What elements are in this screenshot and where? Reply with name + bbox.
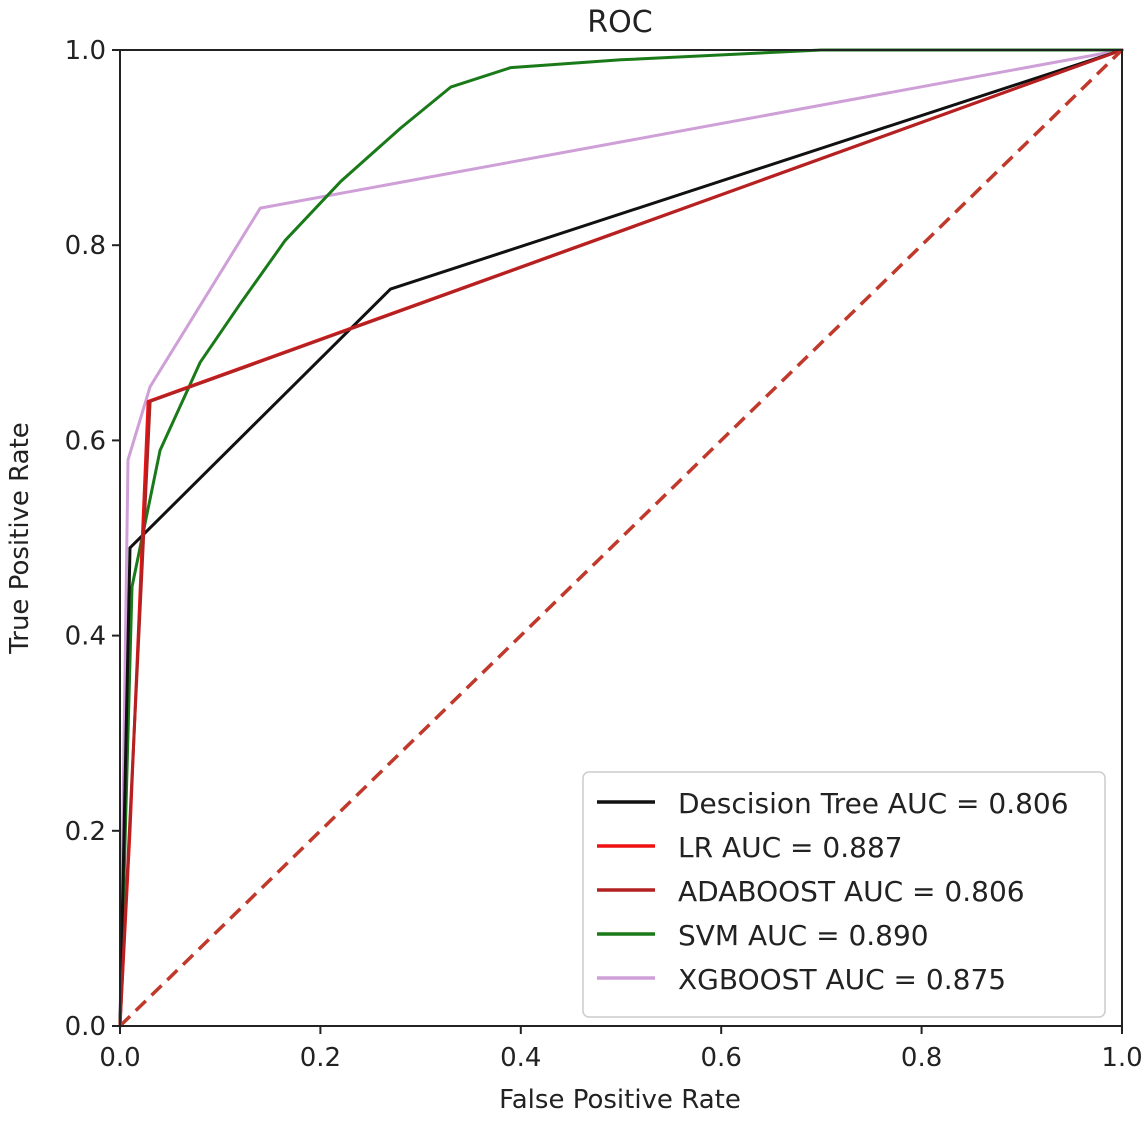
legend-label-decision-tree: Descision Tree AUC = 0.806 xyxy=(678,787,1069,820)
y-tick-label: 0.6 xyxy=(65,426,106,456)
y-axis: 0.0 0.2 0.4 0.6 0.8 1.0 xyxy=(65,36,120,1042)
y-tick-label: 0.8 xyxy=(65,231,106,261)
x-axis-label: False Positive Rate xyxy=(499,1085,741,1115)
plot-area xyxy=(118,48,1124,1028)
chart-title: ROC xyxy=(587,5,652,40)
x-tick-label: 0.8 xyxy=(901,1043,942,1073)
legend-label-lr: LR AUC = 0.887 xyxy=(678,831,903,864)
series-line-svm xyxy=(118,48,1124,1028)
plot-frame xyxy=(119,49,1123,1027)
x-tick-label: 0.2 xyxy=(300,1043,341,1073)
series-line-xgboost xyxy=(118,48,1124,1028)
x-tick-label: 0.0 xyxy=(99,1043,140,1073)
y-tick-label: 1.0 xyxy=(65,36,106,66)
x-tick-label: 0.6 xyxy=(701,1043,742,1073)
series-line-adaboost xyxy=(118,48,1124,1028)
series-line-descision xyxy=(118,48,1124,1028)
y-tick-label: 0.4 xyxy=(65,622,106,652)
x-tick-label: 0.4 xyxy=(500,1043,541,1073)
x-axis: 0.0 0.2 0.4 0.6 0.8 1.0 xyxy=(99,1026,1143,1073)
diagonal-chance-line xyxy=(118,48,1124,1028)
legend-label-svm: SVM AUC = 0.890 xyxy=(678,919,929,952)
y-tick-label: 0.0 xyxy=(65,1012,106,1042)
legend-box xyxy=(582,771,1106,1018)
y-axis-label: True Positive Rate xyxy=(5,422,35,655)
legend: Descision Tree AUC = 0.806 LR AUC = 0.88… xyxy=(582,771,1106,1018)
legend-label-xgboost: XGBOOST AUC = 0.875 xyxy=(678,963,1006,996)
x-tick-label: 1.0 xyxy=(1101,1043,1142,1073)
legend-label-adaboost: ADABOOST AUC = 0.806 xyxy=(678,875,1025,908)
y-tick-label: 0.2 xyxy=(65,817,106,847)
